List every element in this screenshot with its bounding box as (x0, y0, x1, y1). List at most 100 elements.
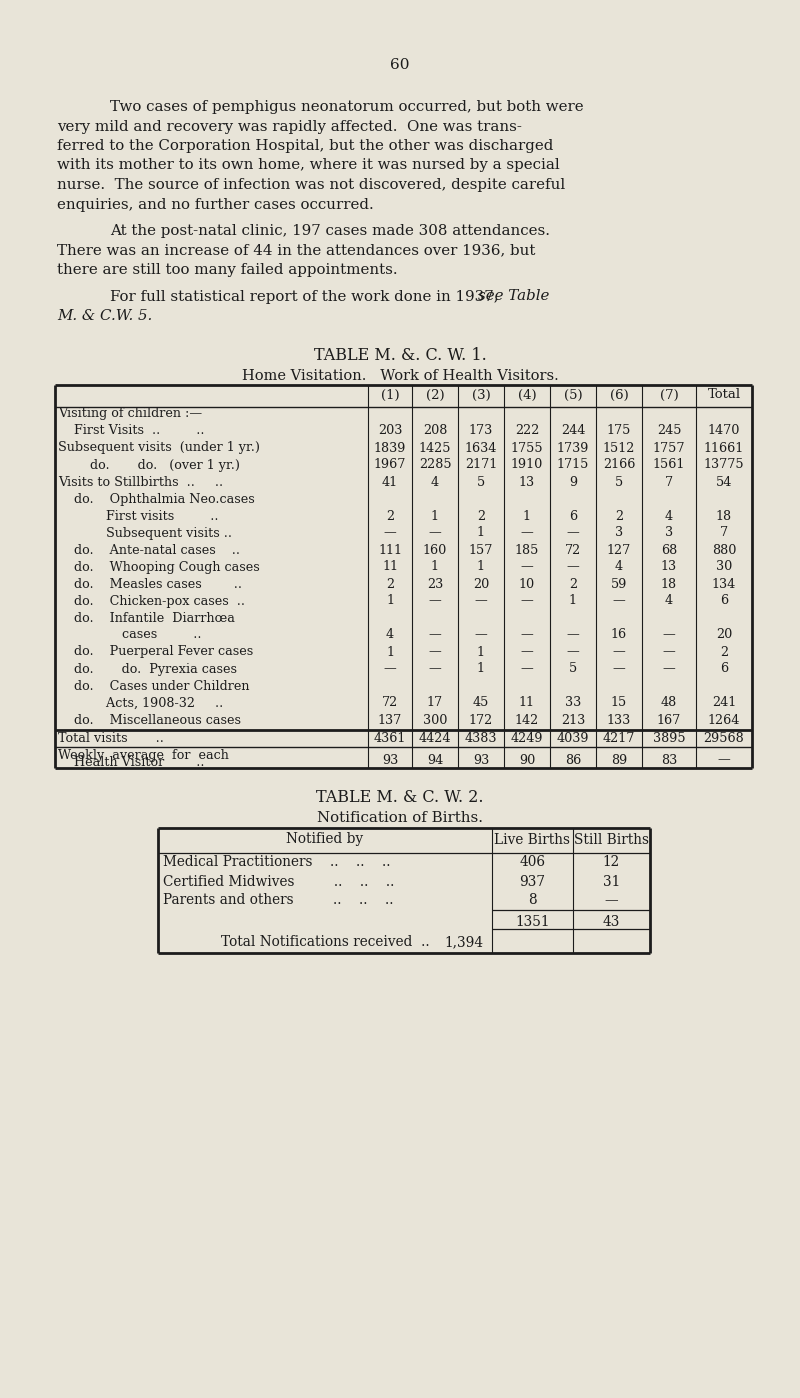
Text: 5: 5 (477, 475, 485, 488)
Text: do.    Ante-natal cases    ..: do. Ante-natal cases .. (58, 544, 240, 556)
Text: (5): (5) (564, 389, 582, 401)
Text: 167: 167 (657, 713, 681, 727)
Text: 11: 11 (382, 561, 398, 573)
Text: 45: 45 (473, 696, 489, 710)
Text: —: — (521, 629, 534, 642)
Text: 3895: 3895 (653, 731, 686, 745)
Text: 41: 41 (382, 475, 398, 488)
Text: 2: 2 (615, 509, 623, 523)
Text: 59: 59 (611, 577, 627, 590)
Text: 185: 185 (515, 544, 539, 556)
Text: 1: 1 (431, 509, 439, 523)
Text: 60: 60 (390, 57, 410, 73)
Text: Total: Total (707, 389, 741, 401)
Text: —: — (521, 527, 534, 540)
Text: First visits         ..: First visits .. (58, 509, 218, 523)
Text: 937: 937 (519, 875, 546, 889)
Text: 203: 203 (378, 425, 402, 438)
Text: do.    Whooping Cough cases: do. Whooping Cough cases (58, 561, 260, 573)
Text: 2: 2 (386, 509, 394, 523)
Text: 93: 93 (473, 754, 489, 766)
Text: 13775: 13775 (704, 459, 744, 471)
Text: 133: 133 (607, 713, 631, 727)
Text: There was an increase of 44 in the attendances over 1936, but: There was an increase of 44 in the atten… (57, 243, 535, 257)
Text: 134: 134 (712, 577, 736, 590)
Text: Notified by: Notified by (286, 832, 363, 847)
Text: 111: 111 (378, 544, 402, 556)
Text: 30: 30 (716, 561, 732, 573)
Text: 3: 3 (665, 527, 673, 540)
Text: (3): (3) (472, 389, 490, 401)
Text: —: — (613, 663, 626, 675)
Text: —: — (662, 646, 675, 658)
Text: 18: 18 (661, 577, 677, 590)
Text: First Visits  ..         ..: First Visits .. .. (58, 425, 205, 438)
Text: 17: 17 (427, 696, 443, 710)
Text: 4039: 4039 (557, 731, 590, 745)
Text: 1512: 1512 (603, 442, 635, 454)
Text: 4249: 4249 (510, 731, 543, 745)
Text: 18: 18 (716, 509, 732, 523)
Text: 3: 3 (615, 527, 623, 540)
Text: see Table: see Table (478, 289, 550, 303)
Text: 11661: 11661 (704, 442, 744, 454)
Text: 172: 172 (469, 713, 493, 727)
Text: 11: 11 (519, 696, 535, 710)
Text: 12: 12 (603, 856, 620, 870)
Text: 175: 175 (607, 425, 631, 438)
Text: —: — (429, 527, 442, 540)
Text: 2: 2 (477, 509, 485, 523)
Text: 4: 4 (431, 475, 439, 488)
Text: 1755: 1755 (510, 442, 543, 454)
Text: 213: 213 (561, 713, 585, 727)
Text: Two cases of pemphigus neonatorum occurred, but both were: Two cases of pemphigus neonatorum occurr… (110, 101, 584, 115)
Text: 222: 222 (515, 425, 539, 438)
Text: 1739: 1739 (557, 442, 589, 454)
Text: Live Births: Live Births (494, 832, 570, 847)
Text: 1561: 1561 (653, 459, 685, 471)
Text: —: — (566, 561, 579, 573)
Text: M. & C.W. 5.: M. & C.W. 5. (57, 309, 152, 323)
Text: Subsequent visits  (under 1 yr.): Subsequent visits (under 1 yr.) (58, 442, 260, 454)
Text: 7: 7 (665, 475, 673, 488)
Text: Medical Practitioners    ..    ..    ..: Medical Practitioners .. .. .. (163, 856, 390, 870)
Text: do.    Puerperal Fever cases: do. Puerperal Fever cases (58, 646, 254, 658)
Text: 8: 8 (528, 893, 537, 907)
Text: ferred to the Corporation Hospital, but the other was discharged: ferred to the Corporation Hospital, but … (57, 138, 554, 152)
Text: —: — (384, 663, 396, 675)
Text: 173: 173 (469, 425, 493, 438)
Text: 1: 1 (386, 594, 394, 608)
Text: 4217: 4217 (603, 731, 635, 745)
Text: 1839: 1839 (374, 442, 406, 454)
Text: —: — (662, 663, 675, 675)
Text: do.       do.  Pyrexia cases: do. do. Pyrexia cases (58, 663, 237, 675)
Text: 6: 6 (720, 594, 728, 608)
Text: 241: 241 (712, 696, 736, 710)
Text: 245: 245 (657, 425, 682, 438)
Text: 13: 13 (661, 561, 677, 573)
Text: 72: 72 (382, 696, 398, 710)
Text: —: — (384, 527, 396, 540)
Text: 1: 1 (477, 527, 485, 540)
Text: 1: 1 (477, 561, 485, 573)
Text: 880: 880 (712, 544, 736, 556)
Text: Total Notifications received  ..: Total Notifications received .. (221, 935, 430, 949)
Text: 29568: 29568 (704, 731, 744, 745)
Text: 127: 127 (607, 544, 631, 556)
Text: nurse.  The source of infection was not discovered, despite careful: nurse. The source of infection was not d… (57, 178, 566, 192)
Text: 1351: 1351 (515, 916, 550, 930)
Text: with its mother to its own home, where it was nursed by a special: with its mother to its own home, where i… (57, 158, 560, 172)
Text: 1: 1 (386, 646, 394, 658)
Text: 54: 54 (716, 475, 732, 488)
Text: —: — (521, 663, 534, 675)
Text: 1: 1 (477, 663, 485, 675)
Text: —: — (613, 646, 626, 658)
Text: 7: 7 (720, 527, 728, 540)
Text: 300: 300 (423, 713, 447, 727)
Text: do.    Miscellaneous cases: do. Miscellaneous cases (58, 713, 241, 727)
Text: 1425: 1425 (418, 442, 451, 454)
Text: 90: 90 (519, 754, 535, 766)
Text: 4383: 4383 (465, 731, 498, 745)
Text: do.    Chicken-pox cases  ..: do. Chicken-pox cases .. (58, 594, 245, 608)
Text: 1: 1 (477, 646, 485, 658)
